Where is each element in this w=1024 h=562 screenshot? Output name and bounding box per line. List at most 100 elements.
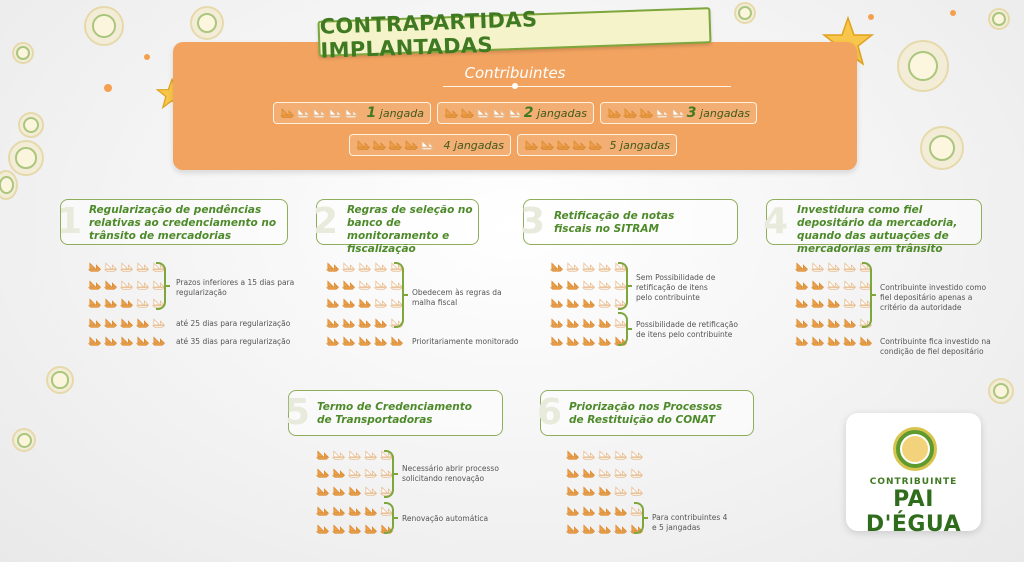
topic-note: Contribuinte investido como fiel deposit…: [880, 283, 987, 312]
boat-row: [88, 280, 165, 290]
jangada-filled-icon: [342, 318, 355, 328]
jangada-filled-icon: [550, 336, 563, 346]
topic-note: Renovação automática: [402, 514, 489, 523]
boat-row: [566, 450, 643, 460]
level-label: 4 jangadas: [443, 138, 504, 152]
jangada-empty-icon: [152, 280, 165, 290]
jangada-empty-icon: [364, 486, 377, 496]
jangada-filled-icon: [811, 298, 824, 308]
jangada-filled-icon: [88, 262, 101, 272]
jangada-filled-icon: [598, 486, 611, 496]
jangada-empty-icon: [508, 108, 522, 118]
jangada-filled-icon: [280, 108, 294, 118]
jangada-empty-icon: [859, 280, 872, 290]
jangada-filled-icon: [598, 524, 611, 534]
jangada-empty-icon: [120, 262, 133, 272]
jangada-filled-icon: [598, 506, 611, 516]
jangada-filled-icon: [795, 318, 808, 328]
seal-decoration: [988, 8, 1010, 30]
topic-note: Para contribuintes 4 e 5 jangadas: [652, 513, 728, 532]
jangada-filled-icon: [120, 298, 133, 308]
jangada-filled-icon: [364, 506, 377, 516]
level-label: 1 jangada: [366, 105, 424, 121]
logo-big-text: PAI D'ÉGUA: [865, 487, 962, 537]
seal-decoration: [897, 40, 949, 92]
jangada-filled-icon: [811, 280, 824, 290]
jangada-filled-icon: [316, 524, 329, 534]
boat-row: [316, 450, 393, 460]
jangada-empty-icon: [120, 280, 133, 290]
topic-5-box: 5 Termo de Credenciamento de Transportad…: [285, 390, 503, 436]
boat-row: [566, 524, 643, 534]
jangada-empty-icon: [380, 468, 393, 478]
boat-row: [566, 468, 643, 478]
topic-note: Possibilidade de retificação de itens pe…: [636, 320, 738, 339]
jangada-empty-icon: [598, 262, 611, 272]
jangada-empty-icon: [582, 280, 595, 290]
jangada-filled-icon: [540, 140, 554, 150]
jangada-empty-icon: [598, 450, 611, 460]
dot-decoration: [950, 10, 956, 16]
jangada-empty-icon: [374, 280, 387, 290]
boat-row: [280, 108, 358, 118]
jangada-filled-icon: [639, 108, 653, 118]
jangada-filled-icon: [316, 506, 329, 516]
jangada-empty-icon: [843, 298, 856, 308]
jangada-empty-icon: [348, 468, 361, 478]
jangada-empty-icon: [374, 298, 387, 308]
brace: [618, 262, 632, 310]
jangada-filled-icon: [326, 336, 339, 346]
jangada-empty-icon: [312, 108, 326, 118]
jangada-filled-icon: [582, 506, 595, 516]
brace: [618, 312, 632, 346]
boat-row: [88, 298, 165, 308]
jangada-empty-icon: [655, 108, 669, 118]
jangada-filled-icon: [348, 506, 361, 516]
jangada-filled-icon: [326, 262, 339, 272]
jangada-filled-icon: [348, 486, 361, 496]
level-2-jangadas: 2 jangadas: [437, 102, 594, 124]
topic-note: Necessário abrir processo solicitando re…: [402, 464, 499, 483]
jangada-empty-icon: [420, 140, 434, 150]
topic-title: Investidura como fiel depositário da mer…: [797, 204, 958, 255]
topic-2-box: 2 Regras de seleção no banco de monitora…: [313, 199, 479, 255]
seal-decoration: [12, 42, 34, 64]
jangada-empty-icon: [614, 318, 627, 328]
jangada-empty-icon: [390, 298, 403, 308]
topic-3-box: 3 Retificação de notas fiscais no SITRAM: [520, 199, 738, 245]
jangada-empty-icon: [811, 262, 824, 272]
jangada-empty-icon: [598, 468, 611, 478]
brace: [634, 502, 648, 534]
boat-row: [326, 336, 403, 346]
jangada-empty-icon: [390, 280, 403, 290]
jangada-empty-icon: [582, 450, 595, 460]
jangada-empty-icon: [614, 486, 627, 496]
jangada-filled-icon: [550, 318, 563, 328]
jangada-filled-icon: [556, 140, 570, 150]
jangada-empty-icon: [843, 280, 856, 290]
jangada-filled-icon: [550, 298, 563, 308]
jangada-empty-icon: [614, 450, 627, 460]
brace: [862, 262, 876, 328]
jangada-filled-icon: [332, 506, 345, 516]
jangada-filled-icon: [104, 280, 117, 290]
topic-title: Regras de seleção no banco de monitorame…: [347, 204, 473, 255]
jangada-filled-icon: [614, 506, 627, 516]
seal-decoration: [8, 140, 44, 176]
jangada-filled-icon: [358, 318, 371, 328]
jangada-empty-icon: [827, 262, 840, 272]
jangada-empty-icon: [614, 468, 627, 478]
jangada-filled-icon: [152, 336, 165, 346]
jangada-filled-icon: [811, 318, 824, 328]
topic-number: 1: [57, 201, 83, 242]
jangada-filled-icon: [104, 298, 117, 308]
jangada-filled-icon: [859, 336, 872, 346]
boat-row: [88, 262, 165, 272]
level-5-jangadas: 5 jangadas: [517, 134, 677, 156]
jangada-filled-icon: [104, 336, 117, 346]
boat-row: [88, 318, 165, 328]
boat-row: [316, 524, 393, 534]
jangada-filled-icon: [566, 298, 579, 308]
topic-title: Retificação de notas fiscais no SITRAM: [554, 210, 675, 235]
